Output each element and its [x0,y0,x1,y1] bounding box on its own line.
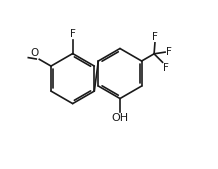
Text: F: F [166,47,172,57]
Text: F: F [152,32,158,42]
Text: F: F [70,29,76,39]
Text: F: F [163,63,169,73]
Text: O: O [30,49,38,58]
Text: OH: OH [111,113,129,123]
